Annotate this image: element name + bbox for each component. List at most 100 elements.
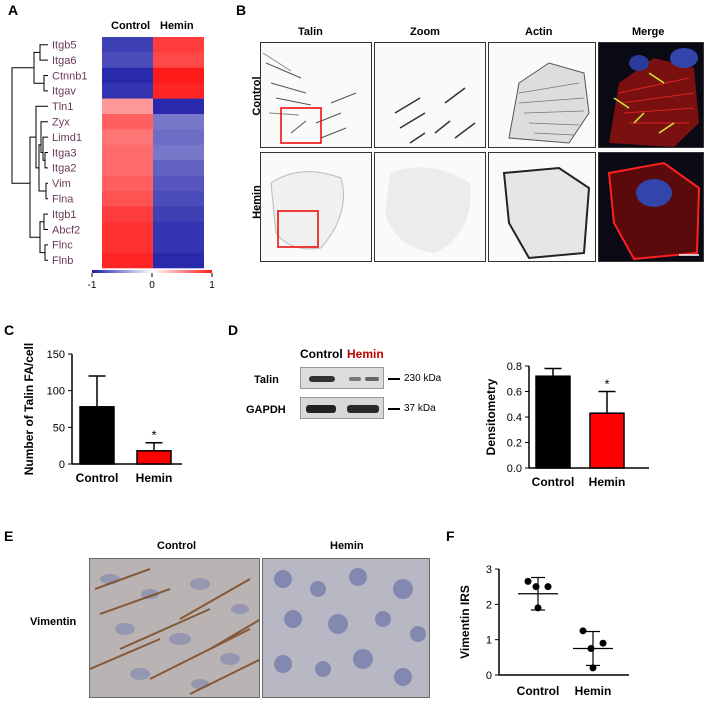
- micro-hemin-talin: [260, 152, 372, 262]
- heatmap-cell: [102, 114, 153, 130]
- blot-protein-gapdh: GAPDH: [246, 404, 286, 416]
- x-tick-label: Hemin: [589, 475, 626, 489]
- blot-lane-control: Control: [300, 347, 343, 361]
- gene-label: Itgb1: [52, 209, 76, 221]
- micro-hemin-actin: [488, 152, 596, 262]
- gene-label: Flnb: [52, 255, 73, 267]
- panel-label-a: A: [8, 2, 19, 18]
- heatmap-cell: [102, 52, 153, 69]
- color-scale-label: 0: [149, 280, 155, 291]
- y-tick-label: 150: [47, 349, 65, 361]
- dendrogram-branch: [39, 44, 48, 61]
- heatmap: Itgb5 Itga6 Ctnnb1 Itgav Tln1 Zyx Limd1 Itga3 It…: [11, 37, 215, 291]
- bar-hemin: [589, 412, 625, 469]
- heatmap-cell: [102, 191, 153, 207]
- heatmap-cell: [153, 175, 204, 192]
- dendrogram: [11, 44, 48, 261]
- heatmap-cell: [153, 160, 204, 176]
- gene-label: Itga2: [52, 163, 76, 175]
- data-point: [579, 627, 587, 635]
- y-axis-label: Vimentin IRS: [458, 585, 472, 659]
- color-scale-label: -1: [88, 280, 97, 291]
- heatmap-cell: [102, 237, 153, 253]
- bar-hemin: [136, 450, 172, 465]
- panel-label-d: D: [228, 322, 239, 338]
- heatmap-cell: [153, 98, 204, 115]
- heatmap-cell: [153, 83, 204, 99]
- heatmap-cell: [102, 83, 153, 99]
- dendrogram-branch: [29, 136, 40, 238]
- heatmap-cell: [102, 206, 153, 223]
- gene-label: Zyx: [52, 117, 70, 129]
- dendrogram-branch: [43, 213, 48, 230]
- heatmap-col-control: Control: [111, 20, 151, 32]
- x-tick-label: Control: [517, 684, 560, 698]
- y-tick-label: 0.4: [507, 412, 522, 424]
- micro-hemin-merge: [598, 152, 704, 262]
- gene-label: Itgb5: [52, 40, 76, 52]
- x-tick-label: Control: [532, 475, 575, 489]
- y-tick-label: 0: [59, 459, 65, 471]
- blot-talin-strip: [300, 367, 384, 389]
- y-tick-label: 0.2: [507, 438, 522, 450]
- y-tick-label: 1: [486, 635, 492, 647]
- heatmap-cell: [153, 252, 204, 269]
- heatmap-col-hemin: Hemin: [160, 20, 194, 32]
- heatmap-cell: [102, 175, 153, 192]
- y-tick-label: 2: [486, 599, 492, 611]
- gene-label: Itga3: [52, 147, 76, 159]
- heatmap-cell: [102, 129, 153, 146]
- y-tick-label: 50: [53, 422, 65, 434]
- data-point: [544, 583, 552, 591]
- y-tick-label: 0.0: [507, 463, 522, 475]
- micro-control-actin: [488, 42, 596, 148]
- micro-hemin-zoom: [374, 152, 486, 262]
- heatmap-cell: [153, 37, 204, 53]
- panel-label-b: B: [236, 2, 247, 18]
- heatmap-cell: [153, 114, 204, 130]
- heatmap-cell: [102, 144, 153, 161]
- dendrogram-branch: [45, 182, 48, 200]
- gene-label: Itgav: [52, 86, 76, 98]
- dendrogram-branch: [42, 136, 48, 161]
- y-tick-label: 0.6: [507, 387, 522, 399]
- heatmap-cell: [153, 129, 204, 146]
- blot-protein-talin: Talin: [254, 374, 279, 386]
- dendrogram-branch: [43, 75, 48, 92]
- data-point: [534, 604, 542, 612]
- heatmap-cell: [102, 67, 153, 84]
- dendrogram-branch: [11, 67, 34, 184]
- ihc-col-hemin: Hemin: [330, 540, 364, 552]
- gene-label: Flna: [52, 194, 74, 206]
- heatmap-cell: [102, 98, 153, 115]
- data-point: [532, 583, 540, 591]
- data-point: [599, 639, 607, 647]
- ihc-hemin-image: [262, 558, 430, 698]
- significance-star: *: [151, 428, 156, 443]
- micro-control-zoom: [374, 42, 486, 148]
- y-tick-label: 0: [486, 670, 492, 682]
- data-point: [587, 645, 595, 652]
- y-axis-label: Densitometry: [484, 378, 498, 455]
- panel-label-c: C: [4, 322, 15, 338]
- heatmap-cell: [153, 206, 204, 223]
- heatmap-cell: [102, 252, 153, 269]
- x-tick-label: Control: [76, 471, 119, 485]
- gene-label: Abcf2: [52, 224, 80, 236]
- heatmap-cell: [153, 191, 204, 207]
- heatmap-cell: [153, 144, 204, 161]
- talin-fa-bar-chart: 0 50 100 150 Number of Talin FA/cell Control H…: [22, 343, 182, 485]
- panel-label-e: E: [4, 528, 14, 544]
- y-tick-label: 3: [486, 564, 492, 576]
- ihc-row-vimentin: Vimentin: [30, 616, 77, 628]
- vimentin-irs-dot-plot: 0 1 2 3 Vimentin IRS Control Hemin: [458, 564, 629, 698]
- col-actin: Actin: [525, 26, 553, 38]
- col-talin: Talin: [298, 26, 323, 38]
- dendrogram-branch: [44, 244, 48, 261]
- heatmap-cell: [153, 67, 204, 84]
- color-scale-bar: [92, 270, 212, 273]
- heatmap-cell: [102, 221, 153, 238]
- blot-gapdh-strip: [300, 397, 384, 419]
- densitometry-bar-chart: 0.0 0.2 0.4 0.6 0.8 Densitometry Control Hemin *: [484, 361, 649, 489]
- y-tick-label: 100: [47, 386, 65, 398]
